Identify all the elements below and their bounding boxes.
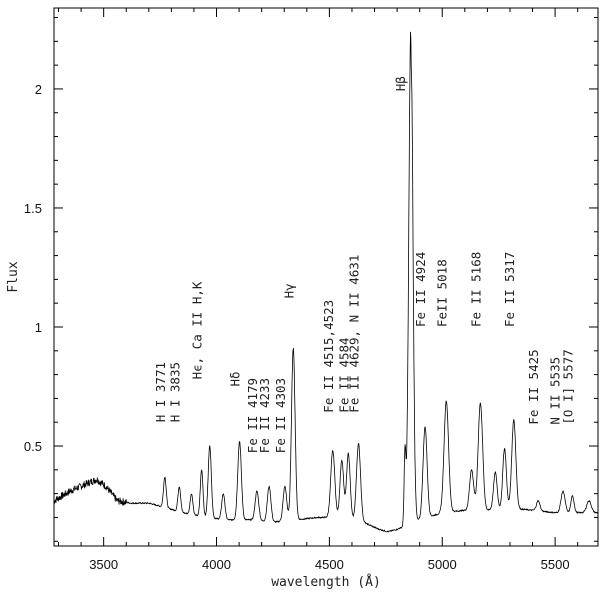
line-label: Fe II 4233 bbox=[257, 378, 272, 453]
line-label: Fe II 5425 bbox=[526, 349, 541, 424]
line-label: Fe II 4924 bbox=[413, 252, 428, 327]
x-tick-label: 5500 bbox=[541, 557, 570, 572]
y-tick-label: 1.5 bbox=[24, 201, 42, 216]
y-tick-label: 2 bbox=[35, 82, 42, 97]
line-label: Fe II 5168 bbox=[468, 252, 483, 327]
y-axis-title: Flux bbox=[6, 261, 21, 292]
line-label: Fe II 4179 bbox=[245, 378, 260, 453]
x-tick-label: 3500 bbox=[89, 557, 118, 572]
x-axis-title: wavelength (Å) bbox=[271, 574, 381, 590]
line-label: [O I] 5577 bbox=[561, 349, 576, 424]
spectrum-line bbox=[53, 31, 599, 533]
axis-ticks bbox=[54, 8, 598, 546]
line-label: Fe II 4303 bbox=[273, 378, 288, 453]
line-label: Hγ bbox=[281, 283, 296, 298]
line-label: Fe II 4629, N II 4631 bbox=[347, 255, 362, 413]
line-label: Hβ bbox=[393, 76, 408, 91]
y-tick-label: 0.5 bbox=[24, 439, 42, 454]
x-tick-label: 5000 bbox=[428, 557, 457, 572]
line-label: H I 3771 bbox=[153, 362, 168, 422]
line-label: Fe II 4584 bbox=[336, 337, 351, 412]
line-label: FeII 5018 bbox=[434, 259, 449, 327]
x-tick-label: 4000 bbox=[202, 557, 231, 572]
line-label: Hϵ, Ca II H,K bbox=[190, 281, 205, 379]
x-tick-label: 4500 bbox=[315, 557, 344, 572]
axis-tick-labels: 3500 4000 4500 5000 5500 0.5 1 1.5 2 bbox=[24, 82, 570, 572]
line-annotations: H I 3771 H I 3835 Hϵ, Ca II H,K Hδ Fe II 417… bbox=[153, 76, 576, 453]
line-label: N II 5535 bbox=[548, 357, 563, 425]
line-label: Fe II 4515,4523 bbox=[321, 300, 336, 413]
line-label: H I 3835 bbox=[167, 362, 182, 422]
y-tick-label: 1 bbox=[35, 320, 42, 335]
line-label: Fe II 5317 bbox=[502, 252, 517, 327]
line-label: Hδ bbox=[228, 371, 243, 386]
plot-frame bbox=[53, 7, 599, 547]
